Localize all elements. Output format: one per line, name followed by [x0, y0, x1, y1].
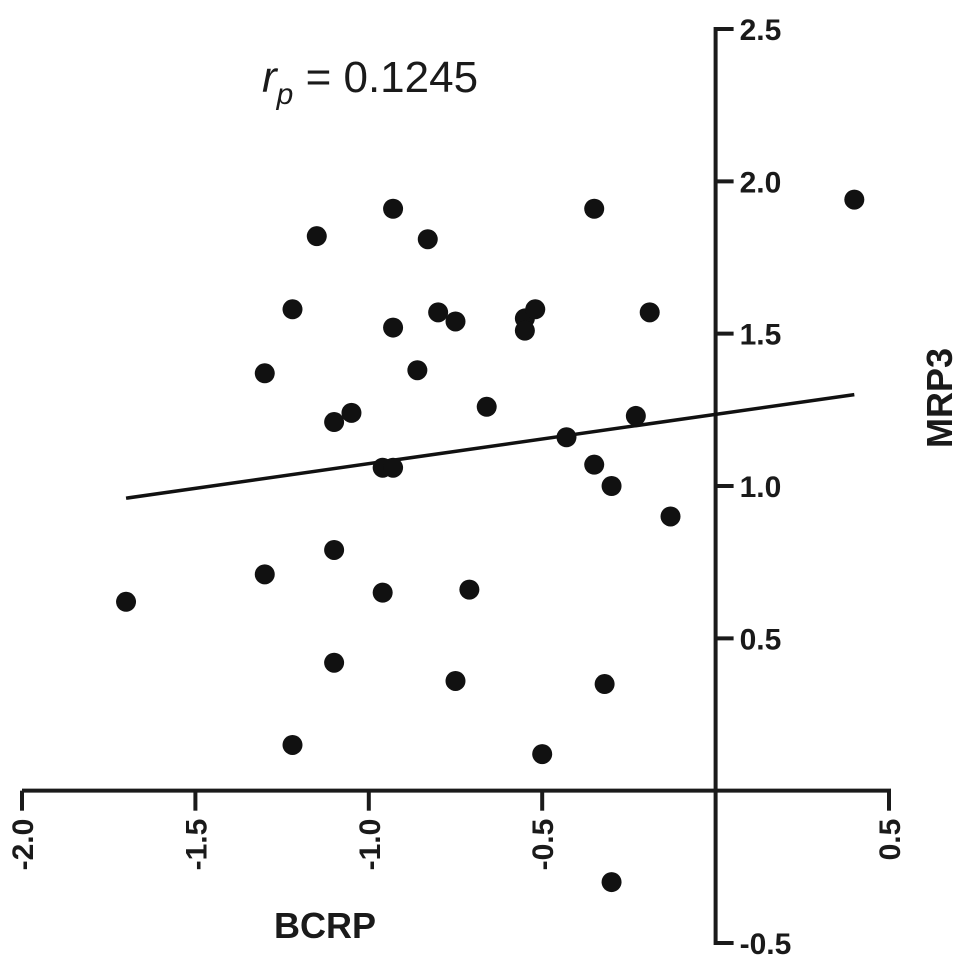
y-tick-label: 0.5 [740, 623, 782, 656]
data-point [601, 872, 622, 893]
data-point [324, 539, 345, 560]
data-point [372, 582, 393, 603]
y-tick-label: 2.5 [740, 14, 782, 47]
data-points [116, 189, 865, 893]
data-point [584, 454, 605, 475]
correlation-symbol: r [262, 53, 279, 102]
data-point [594, 674, 615, 695]
data-point [584, 198, 605, 219]
data-point [459, 579, 480, 600]
y-tick-label: 2.0 [740, 166, 782, 199]
data-point [306, 226, 327, 247]
data-point [383, 457, 404, 478]
data-point [417, 229, 438, 250]
y-ticks: 2.5 2.0 1.5 1.0 0.5 -0.5 [715, 14, 792, 961]
data-point [556, 427, 577, 448]
trend-line [125, 392, 855, 500]
data-point [324, 412, 345, 433]
data-point [116, 591, 137, 612]
data-point [639, 302, 660, 323]
y-tick-label: 1.0 [740, 471, 782, 504]
correlation-annotation: rp = 0.1245 [262, 53, 478, 111]
data-point [324, 652, 345, 673]
y-axis-title: MRP3 [919, 348, 960, 448]
data-point [514, 320, 535, 341]
data-point [341, 402, 362, 423]
data-point [383, 317, 404, 338]
data-point [525, 299, 546, 320]
data-point [254, 564, 275, 585]
x-tick-label: -1.0 [354, 819, 387, 871]
data-point [445, 670, 466, 691]
trend-line-group [125, 392, 855, 500]
y-tick-label: 1.5 [740, 319, 782, 352]
data-point [445, 311, 466, 332]
data-point [844, 189, 865, 210]
x-ticks: -2.0 -1.5 -1.0 -0.5 0.5 [7, 790, 907, 871]
correlation-subscript: p [276, 78, 294, 111]
y-tick-label: -0.5 [740, 928, 792, 961]
x-tick-label: -1.5 [180, 819, 213, 871]
data-point [407, 360, 428, 381]
x-tick-label: 0.5 [874, 819, 907, 861]
data-point [282, 299, 303, 320]
data-point [601, 476, 622, 496]
correlation-value: = 0.1245 [293, 53, 478, 102]
x-tick-label: -2.0 [7, 819, 40, 871]
data-point [660, 506, 681, 527]
data-point [625, 405, 646, 426]
data-point [383, 198, 404, 219]
data-point [254, 363, 275, 384]
data-point [532, 744, 553, 765]
x-tick-label: -0.5 [527, 819, 560, 871]
x-axis-title: BCRP [274, 905, 376, 946]
data-point [428, 302, 449, 323]
data-point [282, 734, 303, 755]
data-point [476, 396, 497, 417]
